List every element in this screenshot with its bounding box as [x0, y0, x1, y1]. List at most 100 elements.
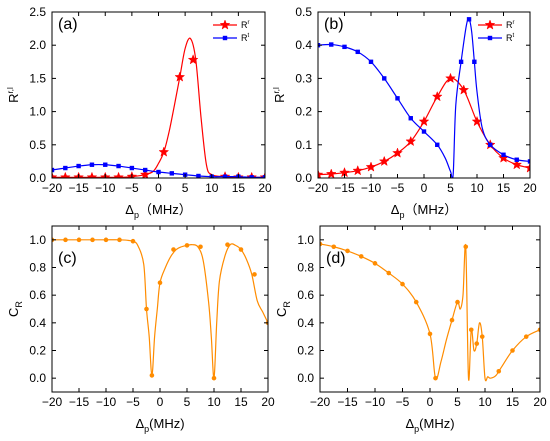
plot-frame: [51, 11, 266, 179]
x-tick-label: 5: [447, 181, 454, 195]
data-point: [488, 142, 493, 147]
data-point: [382, 76, 387, 81]
data-point: [514, 157, 519, 162]
y-tick-label: 0.4: [297, 316, 314, 330]
data-point: [325, 168, 337, 178]
data-point: [365, 161, 377, 172]
data-point: [184, 243, 190, 248]
data-point: [52, 167, 55, 173]
data-point: [156, 169, 161, 175]
data-point: [129, 165, 135, 171]
x-tick-label: −15: [337, 395, 358, 409]
data-point: [524, 162, 530, 173]
x-tick-label: −10: [361, 181, 382, 195]
data-point: [113, 171, 125, 178]
y-tick-label: 0.0: [29, 371, 46, 385]
data-point: [252, 272, 257, 277]
data-point: [472, 59, 477, 64]
x-axis-title: Δp（MHz）: [391, 202, 457, 220]
data-point: [169, 171, 175, 176]
x-tick-label: 10: [478, 395, 492, 409]
x-tick-label: −15: [68, 181, 89, 195]
data-point: [196, 173, 201, 178]
series-line: [52, 37, 265, 178]
data-point: [527, 159, 530, 164]
data-point: [116, 163, 121, 169]
data-point: [392, 147, 403, 158]
x-tick-label: −5: [125, 181, 139, 195]
data-point: [479, 334, 485, 339]
series-line: [52, 239, 268, 379]
x-tick-label: 20: [533, 395, 547, 409]
panel-label: (b): [324, 16, 344, 33]
data-point: [368, 59, 374, 64]
y-tick-label: 0.6: [297, 288, 314, 302]
data-point: [144, 306, 149, 312]
data-point: [142, 167, 148, 173]
x-tick-label: −20: [42, 395, 63, 409]
data-point: [89, 162, 95, 167]
panel-label: (a): [58, 16, 78, 33]
data-point: [421, 129, 427, 134]
data-point: [413, 299, 419, 305]
x-tick-label: 10: [207, 395, 221, 409]
legend: Rr Rt: [478, 19, 515, 43]
data-point: [449, 317, 455, 323]
data-point: [329, 42, 334, 47]
data-point: [174, 71, 186, 82]
x-tick-label: −10: [96, 395, 117, 409]
x-tick-label: −5: [126, 395, 140, 409]
data-point: [103, 237, 109, 243]
series-0: [318, 72, 530, 178]
x-tick-label: 0: [421, 181, 428, 195]
y-tick-label: 0.2: [297, 344, 314, 358]
y-axis-title: CR: [6, 301, 24, 317]
data-point: [76, 163, 81, 169]
data-point: [496, 368, 502, 374]
data-point: [342, 44, 347, 50]
data-point: [187, 54, 199, 65]
x-tick-label: 20: [261, 395, 275, 409]
series-line: [318, 77, 530, 176]
y-tick-label: 1.0: [29, 105, 46, 119]
chart-panel-d: −20 −15 −10 −5 0 5 10 15 20 0.0 0.2 0.4 0.6 0.8 1.0 Δp(…: [274, 225, 547, 434]
y-tick-label: 0.8: [29, 261, 46, 275]
data-point: [76, 237, 82, 243]
y-tick-label: 1.0: [29, 233, 46, 247]
y-tick-label: 1.0: [297, 233, 314, 247]
data-point: [458, 59, 464, 64]
x-tick-label: 0: [155, 181, 162, 195]
legend-marker: [219, 19, 231, 30]
data-point: [405, 135, 417, 147]
data-point: [458, 84, 470, 95]
legend-label: Rt: [506, 33, 515, 43]
x-tick-label: 15: [232, 181, 246, 195]
data-point: [345, 248, 350, 254]
chart-panel-b: −20 −15 −10 −5 0 5 10 15 20 0.0 0.1 0.2 0.3 0.4 0.5 Δp（…: [272, 5, 537, 220]
data-point: [433, 375, 438, 381]
data-point: [511, 159, 523, 170]
legend-label: Rr: [506, 20, 515, 30]
y-tick-label: 0.2: [29, 344, 46, 358]
x-tick-label: −15: [334, 181, 355, 195]
legend: Rr Rt: [213, 19, 250, 43]
x-tick-label: 5: [182, 181, 189, 195]
y-tick-label: 0.2: [295, 105, 312, 119]
x-tick-label: −20: [308, 181, 329, 195]
series-0: [320, 241, 540, 382]
data-point: [320, 241, 323, 247]
legend-marker: [222, 35, 228, 41]
data-point: [198, 244, 203, 250]
y-tick-label: 0.0: [295, 171, 312, 185]
data-point: [418, 115, 430, 127]
data-point: [427, 331, 433, 337]
x-tick-label: 15: [234, 395, 248, 409]
data-point: [59, 171, 71, 178]
y-tick-label: 2.0: [29, 38, 46, 52]
data-point: [468, 327, 474, 333]
x-tick-label: −5: [391, 181, 405, 195]
legend-marker: [484, 19, 496, 30]
x-tick-label: 0: [427, 395, 434, 409]
data-point: [63, 165, 68, 171]
y-tick-label: 0.8: [297, 261, 314, 275]
